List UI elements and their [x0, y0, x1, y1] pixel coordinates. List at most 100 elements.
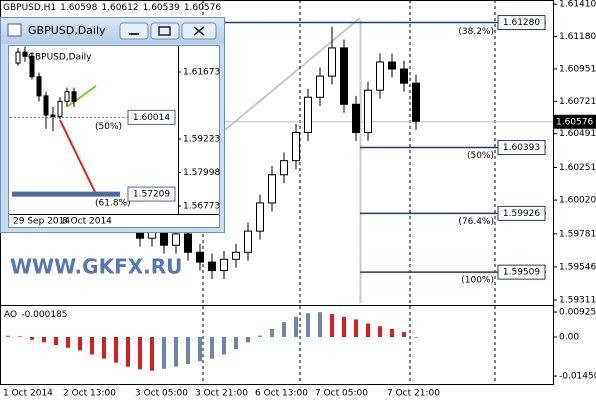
ao-bar: [330, 314, 334, 338]
candle-body: [50, 114, 56, 117]
ao-bar: [162, 337, 166, 369]
fib-level-box: [497, 15, 546, 31]
fib-level-box: [497, 264, 546, 280]
candle-body: [352, 103, 360, 133]
ao-bar: [6, 335, 10, 338]
candle-body: [220, 258, 228, 272]
ao-bar: [390, 328, 394, 338]
candle-body: [244, 230, 252, 253]
fib-level-box: [127, 109, 176, 125]
candle-body: [208, 261, 216, 272]
candle-body: [328, 47, 336, 77]
window-icon: [7, 23, 22, 37]
fib-level-value: 1.59509: [503, 268, 540, 278]
ao-bar: [42, 337, 46, 343]
x-tick-label: 1 Oct 2014: [3, 389, 53, 399]
y-tick-label: 1.60491: [559, 129, 596, 139]
ao-value: -0.000185: [21, 310, 67, 320]
candle-body: [36, 76, 42, 97]
y-tick-label: 1.57998: [183, 168, 220, 178]
ao-bar: [282, 322, 286, 338]
ao-bar: [366, 323, 370, 338]
candle-body: [184, 233, 192, 253]
inset-title: GBPUSD,Daily: [28, 53, 92, 63]
y-tick-label: 1.59546: [559, 262, 596, 272]
candle-body: [340, 47, 348, 105]
ao-bar: [186, 337, 190, 364]
ao-bar: [210, 337, 214, 359]
ao-bar: [78, 337, 82, 351]
candle-body: [364, 89, 372, 133]
fib-level-name: (76.4%): [458, 217, 494, 227]
symbol: GBPUSD,H1: [3, 3, 56, 13]
candle-body: [376, 61, 384, 91]
y-tick-label: 1.59781: [559, 229, 596, 239]
last-price-box: [553, 114, 596, 129]
ohlc-open: 1.60598: [60, 3, 97, 13]
candle-body: [316, 75, 324, 98]
ao-bar: [402, 332, 406, 338]
y-tick-label: 1.60951: [559, 64, 596, 74]
y-tick-label: 1.61180: [559, 32, 596, 42]
fib-level-value: 1.59926: [503, 209, 540, 219]
fib-level-name: (100%): [461, 276, 494, 286]
ao-bar: [378, 326, 382, 338]
y-tick-label: 1.59311: [559, 296, 596, 306]
candle-body: [292, 131, 300, 162]
x-tick-label: 7 Oct 05:00: [315, 389, 368, 399]
fib-level-value: 1.57209: [133, 190, 170, 200]
ao-bar: [258, 335, 262, 338]
close-icon: [193, 26, 205, 36]
candle-body: [196, 251, 204, 263]
ao-bar: [138, 337, 142, 370]
y-tick-label: 1.61410: [559, 0, 596, 10]
candle-body: [256, 202, 264, 232]
trend-line: [224, 17, 361, 131]
y-tick-label: 1.56773: [183, 202, 220, 212]
ao-bar: [198, 337, 202, 362]
y-tick-label: 0.009257: [559, 308, 596, 318]
restore-icon: [158, 26, 171, 36]
fib-level-name: (38.2%): [458, 27, 494, 37]
ao-bar: [174, 337, 178, 367]
minimize-button[interactable]: [119, 22, 149, 40]
ao-bar: [342, 316, 346, 338]
restore-button[interactable]: [150, 22, 180, 40]
chart-header: GBPUSD,H1 1.60598 1.60612 1.60539 1.60576: [3, 3, 221, 13]
x-tick-label: 8 Oct 2014: [62, 217, 112, 227]
y-tick-label: 1.59223: [183, 135, 220, 145]
ao-header: AO -0.000185: [4, 310, 68, 320]
candle-body: [57, 100, 63, 117]
fib-line: [59, 119, 96, 193]
candle-body: [280, 160, 288, 176]
candle-body: [388, 61, 396, 70]
candle-body: [71, 91, 77, 102]
ao-bar: [234, 337, 238, 350]
ao-bar: [150, 337, 154, 371]
y-tick-label: 0.00: [559, 333, 579, 343]
candle-body: [232, 251, 240, 260]
ao-bar: [318, 312, 322, 338]
ao-bar: [30, 337, 34, 340]
ao-bar: [54, 337, 58, 346]
ao-bar: [222, 337, 226, 355]
ao-pane: 0.009257 0.00 -0.014504: [6, 308, 596, 382]
fib-level-box: [497, 140, 546, 156]
y-tick-label: 1.60721: [559, 97, 596, 107]
watermark: WWW.GKFX.RU: [10, 255, 182, 279]
ao-bar: [18, 336, 22, 338]
ao-bar: [354, 319, 358, 338]
y-tick-label: 1.60251: [559, 163, 596, 173]
fib-level-value: 1.60393: [503, 143, 540, 153]
candle-body: [412, 82, 420, 122]
ao-bar: [66, 337, 70, 348]
x-tick-label: 6 Oct 13:00: [255, 389, 308, 399]
fib-line: [67, 85, 97, 107]
y-tick-label: -0.014504: [559, 372, 596, 382]
candle-body: [400, 68, 408, 84]
fib-level-value: 1.60014: [133, 113, 170, 123]
fib-level-value: 1.61280: [503, 18, 540, 28]
